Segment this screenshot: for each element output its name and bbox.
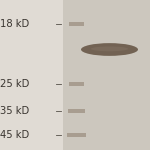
Text: 25 kD: 25 kD (0, 79, 29, 89)
Bar (63, 0, 150, 150)
Text: 45 kD: 45 kD (0, 130, 29, 140)
FancyBboxPatch shape (69, 82, 84, 86)
FancyBboxPatch shape (68, 109, 85, 113)
Ellipse shape (91, 46, 128, 51)
Text: 35 kD: 35 kD (0, 106, 29, 116)
FancyBboxPatch shape (67, 133, 86, 137)
Ellipse shape (81, 43, 138, 56)
Bar (0, 0, 63, 150)
Text: 18 kD: 18 kD (0, 19, 29, 29)
FancyBboxPatch shape (69, 22, 84, 26)
